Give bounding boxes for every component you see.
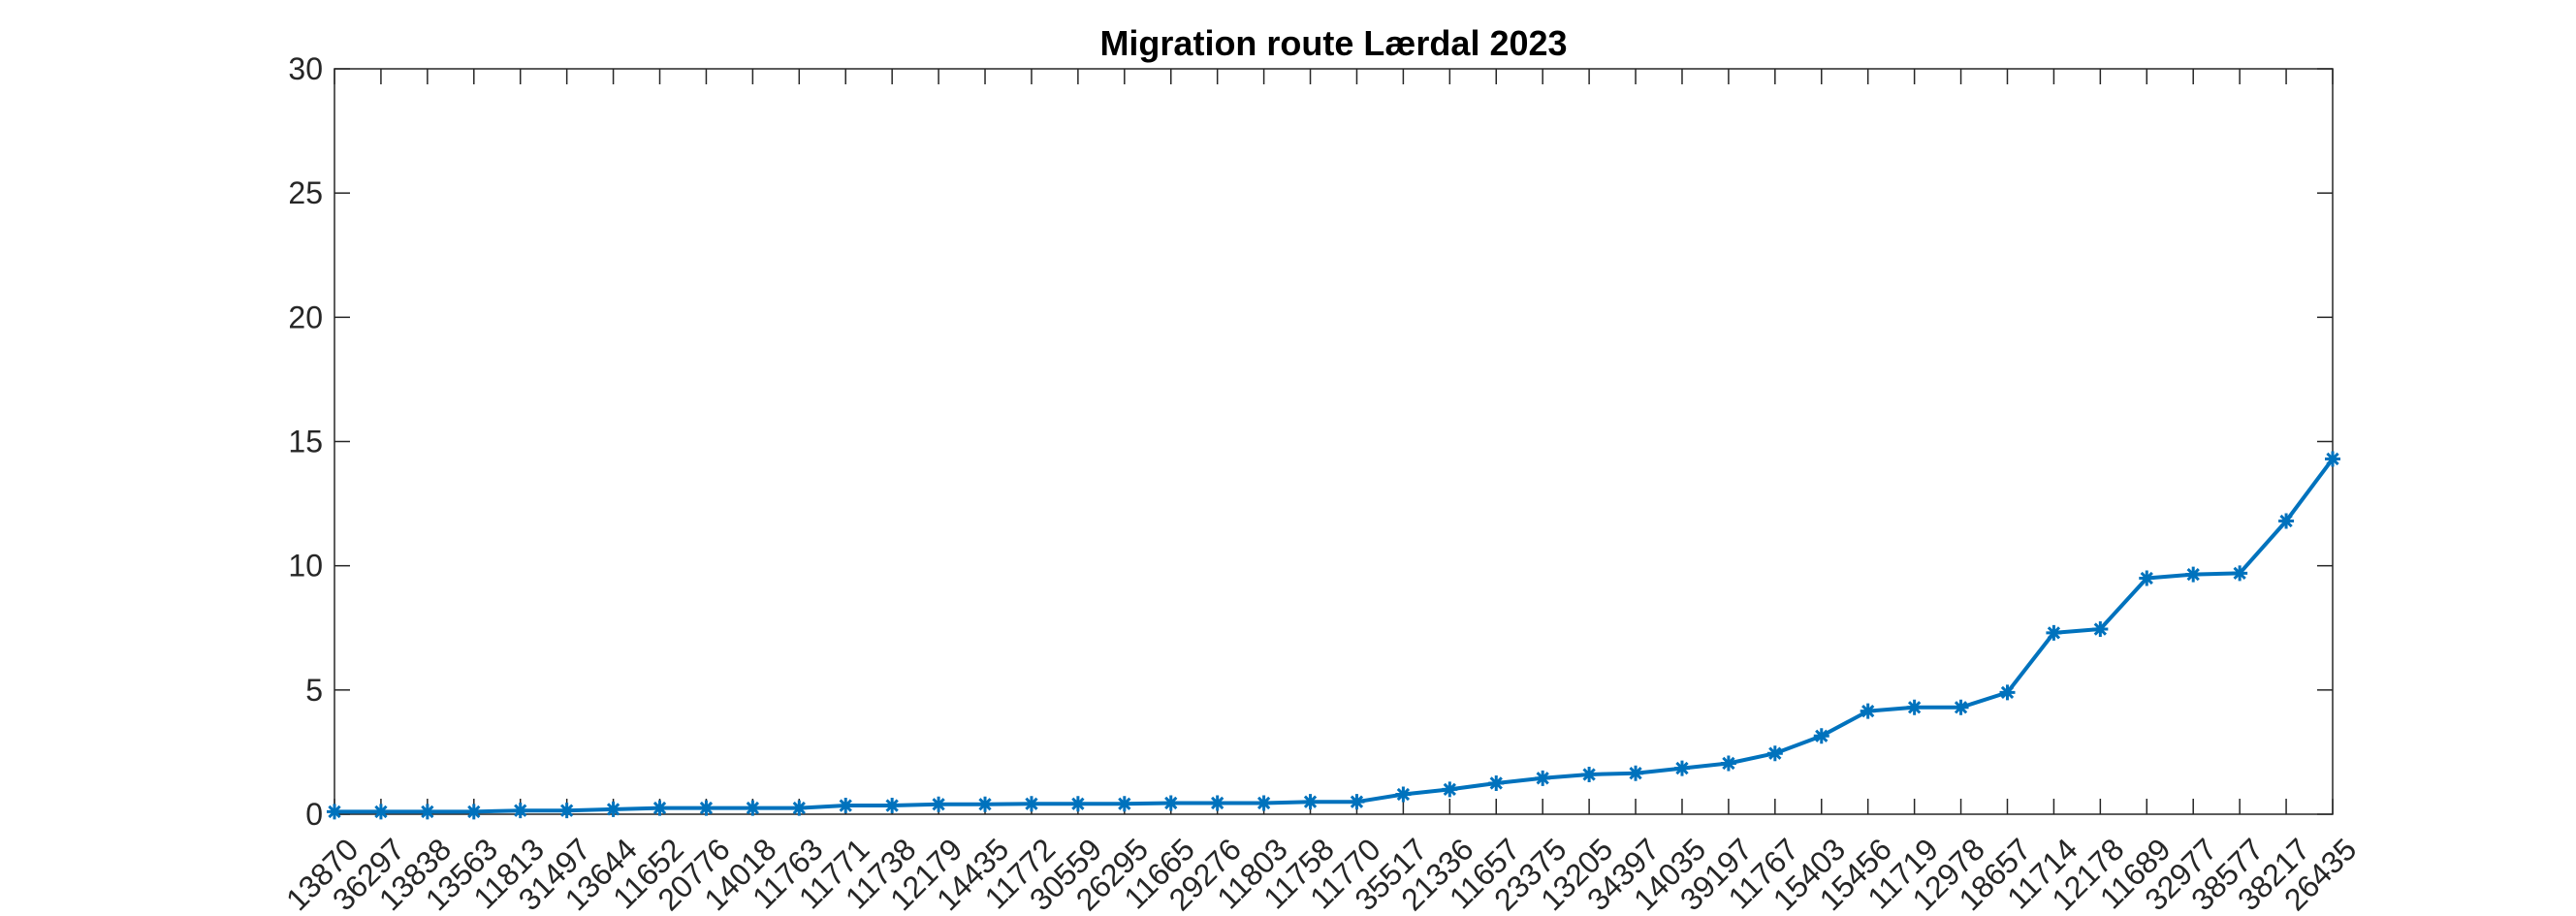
data-point-marker <box>372 804 389 820</box>
data-point-marker <box>1999 684 2016 701</box>
data-point-marker <box>1953 699 1969 715</box>
data-point-marker <box>512 803 528 819</box>
data-point-marker <box>1395 786 1412 803</box>
data-point-marker <box>1256 795 1272 811</box>
data-point-marker <box>2232 565 2248 582</box>
data-point-marker <box>838 798 854 814</box>
series-markers <box>327 451 2340 820</box>
data-point-marker <box>558 803 575 819</box>
data-point-marker <box>605 801 621 817</box>
y-tick-label: 10 <box>288 549 323 584</box>
data-point-marker <box>2139 570 2155 586</box>
data-point-marker <box>1906 699 1923 715</box>
y-axis: 0 5 10 15 20 25 30 <box>288 51 2333 832</box>
chart-title: Migration route Lærdal 2023 <box>1099 23 1567 63</box>
data-point-marker <box>1116 796 1132 812</box>
data-point-marker <box>1535 770 1551 786</box>
data-point-marker <box>1488 774 1505 791</box>
data-point-marker <box>1209 795 1225 811</box>
x-axis: 1387036297138381356311813314971364411652… <box>279 69 2363 916</box>
data-point-marker <box>698 800 715 816</box>
y-tick-label: 30 <box>288 51 323 86</box>
data-point-marker <box>1069 796 1086 812</box>
data-point-marker <box>327 804 342 820</box>
data-point-marker <box>2185 566 2202 583</box>
data-point-marker <box>1349 794 1365 810</box>
y-tick-label: 5 <box>305 673 323 708</box>
y-tick-label: 20 <box>288 300 323 334</box>
data-point-marker <box>1162 795 1179 811</box>
data-point-marker <box>1628 765 1644 781</box>
data-point-marker <box>1023 796 1039 812</box>
data-point-marker <box>2278 513 2295 529</box>
data-point-marker <box>465 804 482 820</box>
data-point-marker <box>1581 766 1598 782</box>
plot-area <box>334 68 2334 815</box>
data-point-marker <box>745 800 761 816</box>
series-line <box>334 458 2335 814</box>
data-point-marker <box>419 804 435 820</box>
data-point-marker <box>1813 728 1829 744</box>
data-point-marker <box>1766 745 1783 762</box>
data-point-marker <box>1442 781 1458 798</box>
data-point-marker <box>791 800 808 816</box>
data-point-marker <box>2325 451 2340 467</box>
data-point-marker <box>2092 621 2109 638</box>
data-point-marker <box>1673 760 1690 776</box>
y-tick-label: 0 <box>305 797 323 832</box>
data-point-marker <box>2046 624 2062 641</box>
data-point-marker <box>884 798 901 814</box>
data-point-marker <box>652 800 668 816</box>
y-tick-label: 25 <box>288 175 323 210</box>
data-point-marker <box>1720 755 1736 772</box>
y-tick-label: 15 <box>288 425 323 459</box>
data-point-marker <box>977 796 994 812</box>
data-point-marker <box>931 796 947 812</box>
data-point-marker <box>1860 703 1876 719</box>
data-point-marker <box>1302 794 1319 810</box>
